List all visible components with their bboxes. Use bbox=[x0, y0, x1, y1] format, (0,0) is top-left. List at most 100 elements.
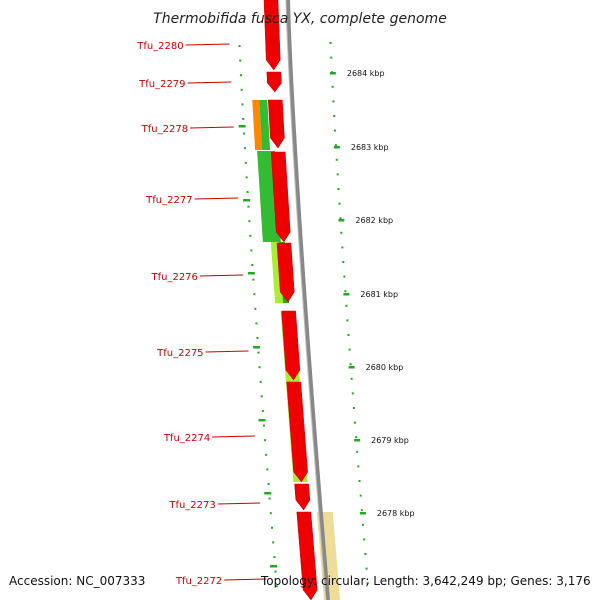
tick-mark bbox=[349, 363, 352, 366]
tick-mark bbox=[249, 234, 252, 237]
gene-label-tfu-2280: Tfu_2280 bbox=[136, 41, 183, 52]
major-tick bbox=[243, 199, 251, 202]
tick-mark bbox=[247, 205, 250, 208]
tick-mark bbox=[239, 59, 242, 62]
tick-mark bbox=[256, 337, 259, 339]
tick-mark bbox=[241, 103, 244, 106]
gene-arrow-tfu-2273 bbox=[294, 483, 311, 511]
tick-mark bbox=[275, 585, 278, 588]
tick-mark bbox=[245, 176, 248, 179]
tick-mark bbox=[357, 465, 360, 468]
backbone-highlight bbox=[285, 0, 327, 600]
tick-label: 2678 kbp bbox=[377, 509, 415, 518]
tick-label: 2681 kbp bbox=[360, 290, 398, 299]
tick-mark bbox=[243, 132, 246, 135]
major-tick bbox=[264, 492, 272, 495]
gene-arrow-tfu-2275 bbox=[281, 310, 301, 381]
label-leader-line bbox=[205, 350, 249, 353]
tick-mark bbox=[350, 377, 353, 380]
tick-mark bbox=[239, 74, 242, 77]
tick-mark bbox=[329, 42, 332, 44]
tick-label: 2680 kbp bbox=[366, 363, 404, 372]
tick-mark bbox=[348, 348, 351, 351]
gene-features-track bbox=[263, 0, 318, 600]
position-ticks: 2684 kbp 2683 kbp 2682 kbp 2681 kbp 2680 kbp… bbox=[238, 42, 415, 588]
tick-mark bbox=[246, 191, 249, 193]
tick-mark bbox=[345, 304, 348, 307]
major-tick bbox=[354, 439, 361, 442]
tick-mark bbox=[268, 497, 271, 500]
tick-mark bbox=[260, 395, 263, 398]
gene-arrow-tfu-2278 bbox=[267, 99, 285, 149]
tick-mark bbox=[330, 56, 333, 59]
label-leader-line bbox=[199, 274, 244, 277]
tick-label: 2682 kbp bbox=[355, 216, 393, 225]
map-title: Thermobifida fusca YX, complete genome bbox=[153, 11, 447, 27]
tick-mark bbox=[362, 523, 364, 526]
major-tick bbox=[238, 125, 246, 128]
tick-mark bbox=[339, 217, 342, 220]
tick-mark bbox=[258, 366, 261, 369]
genome-backbone bbox=[285, 0, 330, 600]
tick-mark bbox=[250, 249, 253, 252]
tick-mark bbox=[355, 436, 358, 439]
label-leader-line bbox=[212, 435, 255, 438]
gene-arrow-tfu-2279 bbox=[266, 71, 282, 93]
tick-mark bbox=[352, 407, 355, 409]
label-leader-line bbox=[194, 197, 239, 200]
major-tick bbox=[333, 146, 340, 149]
tick-mark bbox=[351, 392, 354, 395]
major-tick bbox=[338, 219, 345, 222]
tick-mark bbox=[337, 188, 340, 190]
tick-mark bbox=[264, 439, 267, 442]
major-tick bbox=[348, 366, 355, 369]
tick-mark bbox=[259, 380, 262, 383]
tick-mark bbox=[271, 526, 273, 529]
tick-mark bbox=[331, 85, 334, 88]
gene-label-tfu-2275: Tfu_2275 bbox=[156, 348, 203, 359]
tick-mark bbox=[344, 290, 347, 293]
gene-label-tfu-2276: Tfu_2276 bbox=[150, 272, 197, 283]
major-tick bbox=[270, 565, 278, 568]
tick-mark bbox=[244, 161, 247, 164]
tick-mark bbox=[356, 450, 359, 453]
tick-mark bbox=[364, 553, 367, 555]
label-leader-line bbox=[190, 126, 234, 129]
genome-stats-label: Topology: circular; Length: 3,642,249 bp… bbox=[261, 574, 591, 588]
tick-mark bbox=[359, 494, 362, 497]
tick-mark bbox=[274, 570, 277, 573]
tick-mark bbox=[334, 129, 337, 132]
tick-mark bbox=[262, 424, 265, 427]
label-leader-line bbox=[224, 578, 267, 581]
tick-mark bbox=[273, 556, 276, 558]
tick-mark bbox=[341, 246, 344, 249]
gene-label-tfu-2272: Tfu_2272 bbox=[175, 576, 222, 587]
major-tick bbox=[343, 293, 350, 296]
gene-label-tfu-2278: Tfu_2278 bbox=[141, 124, 188, 135]
tick-mark bbox=[338, 202, 341, 205]
tick-mark bbox=[257, 351, 260, 354]
tick-mark bbox=[251, 264, 254, 266]
tick-mark bbox=[347, 334, 350, 336]
gene-label-tfu-2274: Tfu_2274 bbox=[163, 433, 210, 444]
gene-labels: Tfu_2280 Tfu_2279 Tfu_2278 Tfu_2277 Tfu_2276… bbox=[136, 41, 267, 587]
tick-mark bbox=[240, 88, 243, 91]
tick-mark bbox=[332, 100, 335, 103]
tick-label: 2684 kbp bbox=[347, 69, 385, 78]
major-tick bbox=[247, 272, 255, 275]
tick-mark bbox=[335, 158, 338, 161]
tick-mark bbox=[360, 509, 363, 512]
major-tick bbox=[329, 72, 336, 75]
tick-mark bbox=[266, 468, 269, 471]
tick-mark bbox=[346, 319, 349, 322]
tick-mark bbox=[269, 512, 272, 515]
tick-mark bbox=[252, 278, 255, 281]
tick-mark bbox=[254, 307, 257, 310]
tick-mark bbox=[333, 115, 336, 117]
tick-mark bbox=[342, 261, 345, 263]
major-tick bbox=[253, 346, 261, 349]
gene-arrow-tfu-2276 bbox=[276, 242, 295, 303]
tick-label: 2683 kbp bbox=[351, 143, 389, 152]
